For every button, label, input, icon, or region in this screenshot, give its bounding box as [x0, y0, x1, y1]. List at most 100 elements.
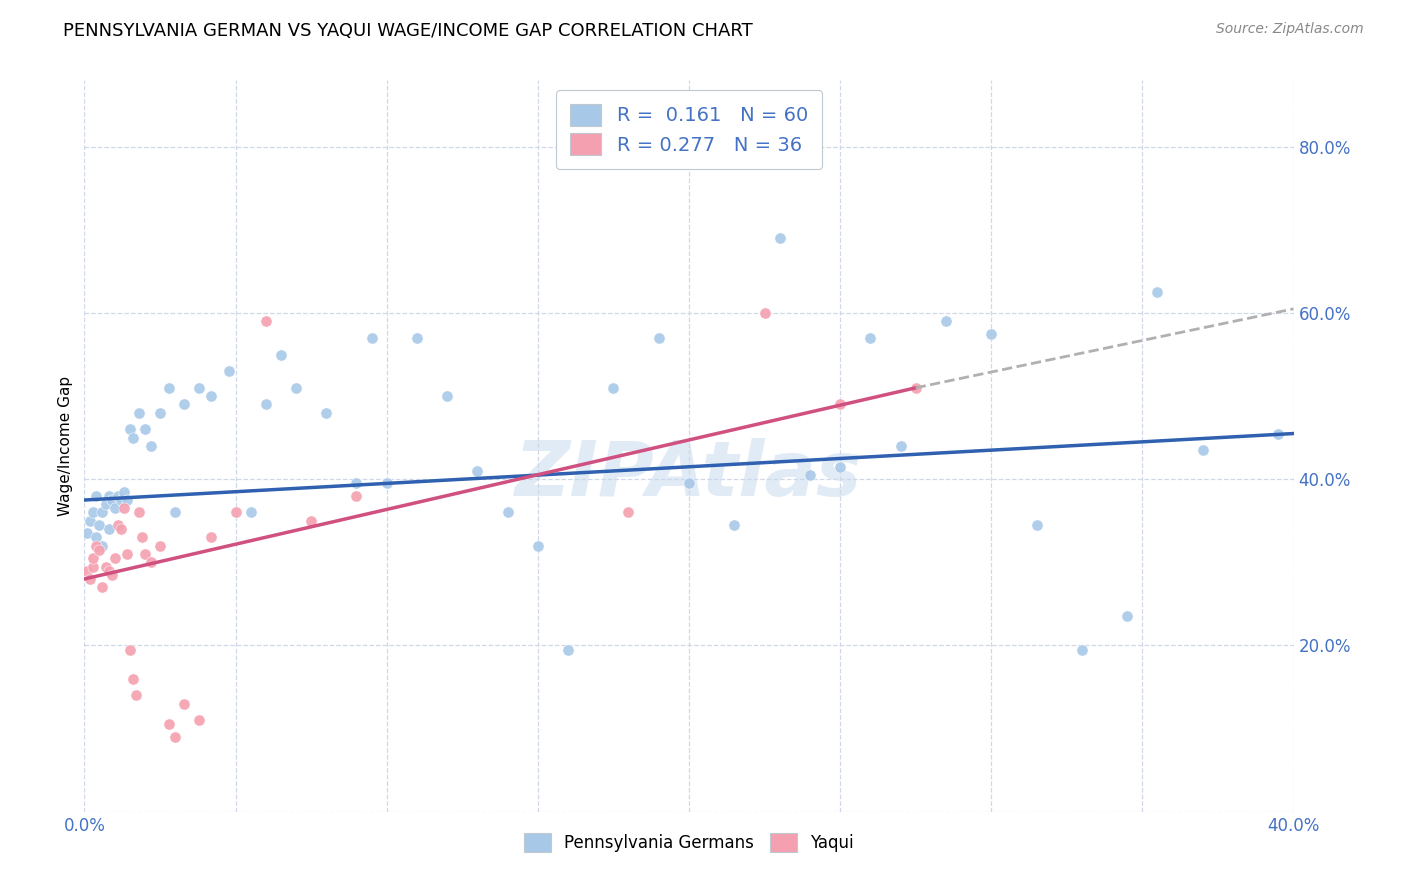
Point [110, 522, 132, 536]
Point [173, 697, 195, 711]
Point [1146, 285, 1168, 300]
Point [121, 672, 143, 686]
Point [97, 564, 120, 578]
Point [904, 381, 927, 395]
Point [79, 514, 101, 528]
Point [115, 547, 138, 561]
Point [139, 439, 162, 453]
Point [97, 522, 120, 536]
Point [91, 539, 114, 553]
Point [104, 551, 127, 566]
Point [315, 406, 337, 420]
Point [1116, 609, 1139, 624]
Point [299, 514, 322, 528]
Point [104, 501, 127, 516]
Point [157, 717, 180, 731]
Point [86, 530, 108, 544]
Text: PENNSYLVANIA GERMAN VS YAQUI WAGE/INCOME GAP CORRELATION CHART: PENNSYLVANIA GERMAN VS YAQUI WAGE/INCOME… [63, 22, 754, 40]
Point [225, 506, 247, 520]
Point [496, 506, 519, 520]
Point [76, 526, 98, 541]
Point [830, 397, 852, 411]
Point [118, 422, 141, 436]
Point [1025, 518, 1047, 533]
Point [100, 567, 122, 582]
Point [82, 559, 104, 574]
Point [118, 642, 141, 657]
Point [254, 397, 277, 411]
Point [112, 501, 135, 516]
Point [1267, 426, 1289, 441]
Point [188, 714, 211, 728]
Point [134, 547, 156, 561]
Point [200, 530, 222, 544]
Point [188, 381, 211, 395]
Point [79, 572, 101, 586]
Legend: Pennsylvania Germans, Yaqui: Pennsylvania Germans, Yaqui [513, 822, 865, 862]
Point [723, 518, 745, 533]
Point [94, 559, 117, 574]
Point [218, 364, 240, 378]
Point [97, 489, 120, 503]
Point [125, 689, 148, 703]
Point [165, 506, 187, 520]
Text: Source: ZipAtlas.com: Source: ZipAtlas.com [1216, 22, 1364, 37]
Text: ZIPAtlas: ZIPAtlas [515, 438, 863, 512]
Point [527, 539, 550, 553]
Point [76, 564, 98, 578]
Point [91, 506, 114, 520]
Point [1192, 443, 1215, 458]
Point [270, 347, 292, 362]
Point [754, 306, 776, 320]
Point [285, 381, 308, 395]
Point [82, 551, 104, 566]
Point [107, 489, 129, 503]
Point [890, 439, 912, 453]
Point [128, 406, 150, 420]
Point [149, 406, 172, 420]
Point [86, 489, 108, 503]
Point [935, 314, 957, 328]
Point [799, 468, 821, 483]
Point [100, 493, 122, 508]
Point [557, 642, 579, 657]
Point [134, 422, 156, 436]
Point [121, 431, 143, 445]
Point [115, 493, 138, 508]
Point [89, 518, 111, 533]
Point [91, 580, 114, 594]
Point [346, 489, 368, 503]
Point [173, 397, 195, 411]
Point [254, 314, 277, 328]
Point [128, 506, 150, 520]
Point [360, 331, 382, 345]
Point [769, 231, 792, 245]
Point [157, 381, 180, 395]
Point [94, 497, 117, 511]
Point [678, 476, 700, 491]
Point [165, 730, 187, 744]
Point [346, 476, 368, 491]
Point [89, 542, 111, 557]
Point [830, 459, 852, 474]
Point [107, 518, 129, 533]
Y-axis label: Wage/Income Gap: Wage/Income Gap [58, 376, 73, 516]
Point [1071, 642, 1094, 657]
Point [406, 331, 429, 345]
Point [859, 331, 882, 345]
Point [149, 539, 172, 553]
Point [112, 484, 135, 499]
Point [239, 506, 262, 520]
Point [602, 381, 624, 395]
Point [648, 331, 671, 345]
Point [139, 555, 162, 569]
Point [131, 530, 153, 544]
Point [467, 464, 489, 478]
Point [980, 326, 1002, 341]
Point [82, 506, 104, 520]
Point [200, 389, 222, 403]
Point [375, 476, 398, 491]
Point [86, 539, 108, 553]
Point [110, 493, 132, 508]
Point [436, 389, 458, 403]
